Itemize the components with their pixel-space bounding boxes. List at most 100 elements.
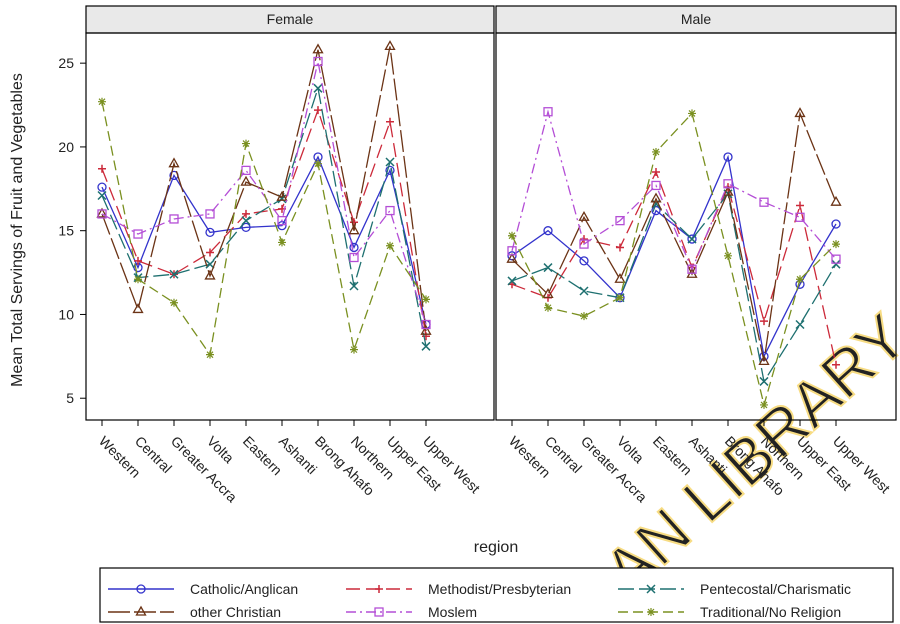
data-point	[687, 234, 697, 244]
legend-item: other Christian	[108, 604, 281, 620]
data-point	[98, 97, 106, 106]
data-point	[97, 182, 107, 192]
data-point	[616, 243, 624, 252]
y-tick-label: 10	[58, 306, 74, 322]
series-male-other-christian	[506, 107, 842, 366]
data-point	[384, 40, 396, 51]
legend-item: Moslem	[346, 604, 477, 620]
legend-item: Catholic/Anglican	[108, 581, 298, 597]
data-point	[205, 259, 215, 269]
data-point	[580, 235, 588, 244]
data-point	[832, 240, 840, 249]
data-point	[205, 227, 215, 238]
data-point	[96, 207, 108, 218]
data-point	[723, 179, 733, 189]
data-point	[832, 360, 840, 369]
data-point	[722, 185, 734, 196]
data-point	[277, 215, 287, 226]
data-point	[385, 157, 395, 167]
data-point	[242, 139, 250, 148]
data-point	[422, 295, 430, 304]
series-line	[101, 101, 427, 357]
series-female-catholic-anglican	[97, 152, 431, 330]
data-point	[312, 43, 324, 54]
x-tick-label: Eastern	[650, 433, 695, 478]
data-point	[542, 288, 554, 299]
series-line	[101, 108, 427, 337]
data-point	[651, 205, 661, 216]
series-female-moslem	[97, 56, 431, 330]
data-point	[420, 324, 432, 335]
data-point	[313, 83, 323, 93]
data-point	[385, 205, 395, 216]
data-point	[831, 259, 841, 269]
legend-label: Methodist/Presbyterian	[428, 581, 571, 597]
series-line	[101, 46, 427, 332]
legend-box	[99, 567, 894, 623]
series-line	[101, 88, 427, 347]
x-tick-label: Ashanti	[276, 433, 320, 477]
series-line	[511, 154, 837, 359]
series-female-pentecostal-charismatic	[97, 83, 431, 351]
data-point	[651, 180, 661, 191]
data-point	[759, 376, 769, 386]
legend-item: Traditional/No Religion	[618, 604, 841, 620]
data-point	[349, 281, 359, 291]
x-tick-label: Eastern	[240, 433, 285, 478]
data-point	[386, 241, 394, 250]
series-female-other-christian	[96, 40, 432, 335]
data-point	[831, 219, 841, 229]
data-point	[831, 254, 841, 264]
data-point	[543, 226, 553, 236]
legend-item: Pentecostal/Charismatic	[618, 581, 851, 597]
data-point	[133, 229, 143, 239]
data-point	[98, 164, 106, 173]
data-point	[205, 209, 215, 219]
data-point	[421, 341, 431, 351]
data-point	[724, 251, 732, 260]
data-point	[242, 209, 250, 218]
data-point	[687, 264, 697, 274]
data-point	[579, 256, 589, 266]
data-point	[313, 56, 323, 67]
data-point	[348, 224, 360, 235]
series-line	[511, 192, 837, 384]
legend-label: Traditional/No Religion	[700, 604, 841, 620]
series-female-traditional-no-religion	[98, 97, 430, 359]
series-male-methodist-presbyterian	[508, 168, 840, 369]
data-point	[170, 298, 178, 307]
data-point	[578, 210, 590, 221]
series-line	[511, 170, 837, 365]
data-point	[276, 190, 288, 201]
data-point	[544, 303, 552, 312]
legend: Catholic/Anglican Methodist/Presbyterian P…	[99, 567, 894, 623]
y-tick-label: 25	[58, 55, 74, 71]
y-axis-label: Mean Total Servings of Fruit and Vegetab…	[9, 73, 26, 387]
data-point	[508, 231, 516, 240]
data-point	[314, 159, 322, 168]
legend-label: other Christian	[190, 604, 281, 620]
series-line	[101, 61, 427, 325]
series-male-moslem	[507, 107, 841, 274]
data-point	[385, 165, 395, 176]
data-point	[204, 269, 216, 280]
data-point	[758, 355, 770, 366]
legend-label: Moslem	[428, 604, 477, 620]
y-tick-label: 5	[66, 390, 74, 406]
legend-label: Pentecostal/Charismatic	[700, 581, 851, 597]
data-point	[579, 286, 589, 296]
data-point	[350, 345, 358, 354]
series-line	[101, 155, 427, 325]
data-point	[169, 214, 179, 224]
data-point	[169, 269, 179, 279]
data-point	[579, 239, 589, 249]
panel-title-male: Male	[681, 11, 712, 27]
series-male-traditional-no-religion	[508, 109, 840, 409]
data-point	[760, 317, 768, 326]
data-point	[97, 209, 107, 219]
data-point	[507, 276, 517, 286]
legend-item: Methodist/Presbyterian	[346, 581, 571, 597]
data-point	[615, 215, 625, 226]
